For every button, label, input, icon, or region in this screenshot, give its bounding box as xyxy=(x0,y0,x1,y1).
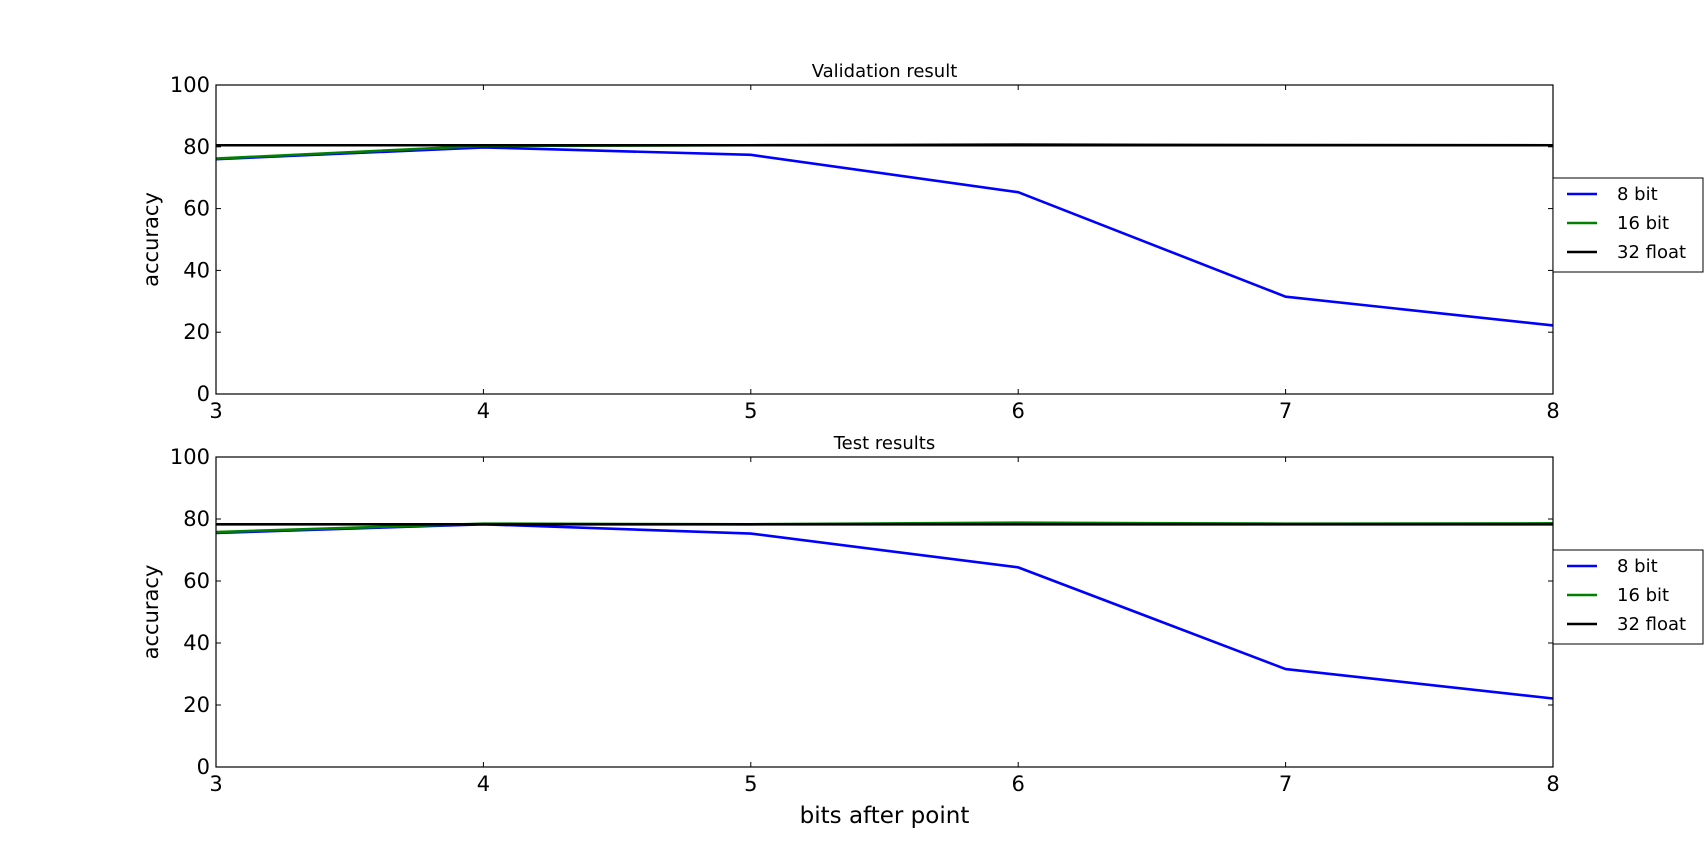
y-tick-label: 40 xyxy=(183,631,210,655)
x-tick-label: 6 xyxy=(1012,399,1025,423)
x-tick-label: 4 xyxy=(477,399,490,423)
y-tick-label: 0 xyxy=(197,382,210,406)
legend: 8 bit 16 bit 32 float xyxy=(1552,177,1704,273)
plot-area xyxy=(216,457,1553,767)
y-tick-label: 60 xyxy=(183,197,210,221)
y-axis-label: accuracy xyxy=(139,192,163,287)
x-tick-label: 6 xyxy=(1012,772,1025,796)
x-axis-label: bits after point xyxy=(800,803,970,829)
legend-label: 16 bit xyxy=(1617,213,1669,234)
chart-title: Test results xyxy=(833,433,935,454)
y-tick-label: 100 xyxy=(170,445,210,469)
legend-label: 32 float xyxy=(1617,614,1686,635)
y-tick-label: 40 xyxy=(183,258,210,282)
y-tick-label: 100 xyxy=(170,73,210,97)
chart-title: Validation result xyxy=(812,61,958,82)
x-tick-label: 3 xyxy=(209,399,222,423)
x-tick-label: 5 xyxy=(744,772,757,796)
x-tick-label: 5 xyxy=(744,399,757,423)
x-tick-label: 3 xyxy=(209,772,222,796)
x-tick-label: 4 xyxy=(477,772,490,796)
y-tick-label: 60 xyxy=(183,569,210,593)
y-tick-label: 80 xyxy=(183,507,210,531)
legend-label: 32 float xyxy=(1617,242,1686,263)
y-axis-label: accuracy xyxy=(139,565,163,660)
x-tick-label: 8 xyxy=(1546,399,1559,423)
legend-label: 8 bit xyxy=(1617,184,1658,205)
series-line-8-bit xyxy=(215,146,1554,327)
legend-label: 8 bit xyxy=(1617,556,1658,577)
x-tick-label: 7 xyxy=(1279,399,1292,423)
legend: 8 bit 16 bit 32 float xyxy=(1552,549,1704,645)
y-tick-label: 0 xyxy=(197,755,210,779)
x-tick-label: 7 xyxy=(1279,772,1292,796)
x-tick-label: 8 xyxy=(1546,772,1559,796)
legend-label: 16 bit xyxy=(1617,585,1669,606)
y-tick-label: 20 xyxy=(183,693,210,717)
y-tick-label: 20 xyxy=(183,320,210,344)
y-tick-label: 80 xyxy=(183,135,210,159)
plot-area xyxy=(216,85,1553,394)
